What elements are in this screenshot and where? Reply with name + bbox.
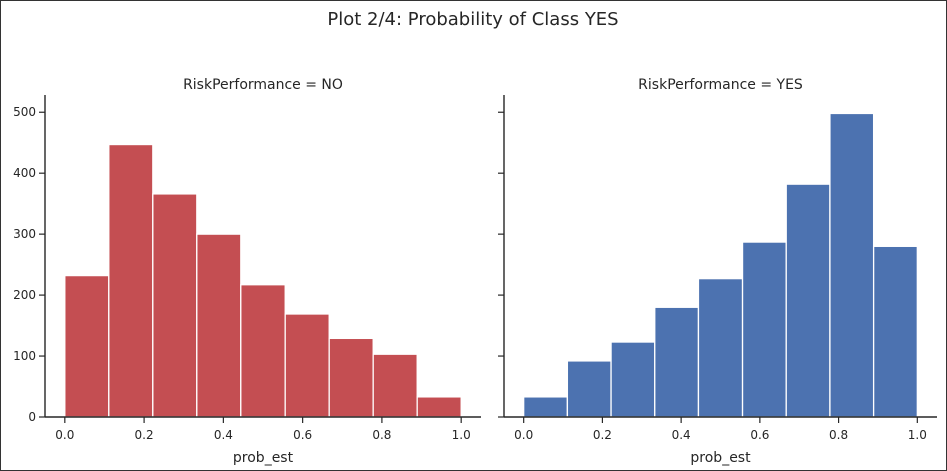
panel-risk-no: RiskPerformance = NO 0 100 200 300 400 500 0.0 0… [13,77,481,466]
histogram-bar [741,241,787,418]
histogram-bar [372,353,418,418]
x-tick-label: 0.2 [135,428,154,442]
histogram-bar [196,233,242,418]
y-tick-label: 200 [13,288,36,302]
panel-risk-yes: RiskPerformance = YES 0.0 0.2 0.4 0.6 0.8 1.0 p… [498,77,937,466]
histogram-bar [872,245,918,418]
x-tick-label: 1.0 [908,428,927,442]
histogram-bar [152,193,198,418]
x-tick-label: 0.6 [750,428,769,442]
y-tick-label: 300 [13,227,36,241]
x-tick-label: 0.0 [55,428,74,442]
y-tick-label: 0 [28,410,36,424]
histogram-bar [64,274,110,418]
histogram-bar [654,306,700,418]
histogram-bar [328,337,374,418]
x-tick-label: 0.6 [293,428,312,442]
figure-title: Plot 2/4: Probability of Class YES [327,9,618,30]
y-tick-label: 100 [13,349,36,363]
histogram-bar [566,360,612,418]
histogram-bar [240,284,286,418]
x-tick-label: 0.8 [829,428,848,442]
histogram-bar [108,143,154,418]
histogram-bar [829,112,875,418]
x-axis-label: prob_est [233,450,294,466]
panel-title: RiskPerformance = YES [638,77,803,93]
histogram-bar [284,313,330,418]
histogram-bar [785,183,831,418]
histogram-bar [416,396,462,418]
histogram-bar [610,341,656,418]
panel-title: RiskPerformance = NO [183,77,343,93]
x-tick-label: 0.0 [514,428,533,442]
x-tick-label: 1.0 [452,428,471,442]
histogram-bar [697,277,744,418]
histogram-bar [523,396,569,418]
x-tick-label: 0.8 [372,428,391,442]
x-tick-label: 0.4 [672,428,691,442]
y-tick-label: 500 [13,105,36,119]
x-tick-label: 0.2 [593,428,612,442]
x-axis-label: prob_est [690,450,751,466]
x-tick-label: 0.4 [214,428,233,442]
y-tick-label: 400 [13,166,36,180]
